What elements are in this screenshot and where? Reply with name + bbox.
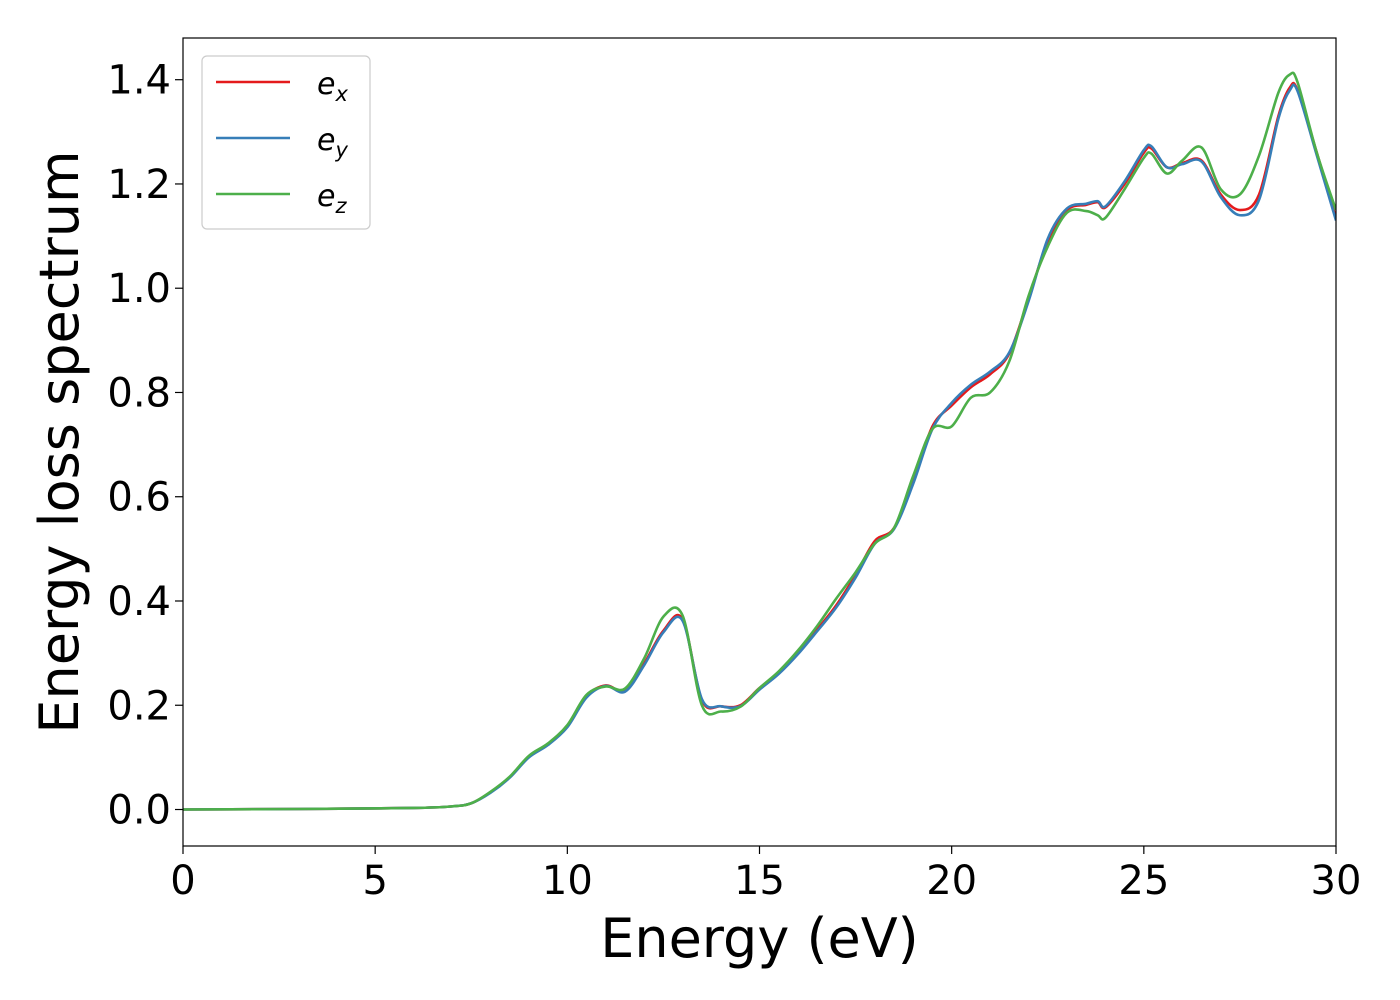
x-axis: 0 5 10 15 20 25 30 [170, 846, 1361, 904]
y-tick-label: 0.2 [107, 683, 171, 729]
x-tick-label: 0 [170, 858, 195, 904]
x-tick-label: 25 [1118, 858, 1169, 904]
y-tick-label: 1.2 [107, 162, 171, 208]
y-axis: 0.0 0.2 0.4 0.6 0.8 1.0 1.2 1.4 [107, 58, 183, 834]
legend-label-x: ex [317, 67, 348, 106]
x-tick-label: 20 [926, 858, 977, 904]
y-tick-label: 1.4 [107, 58, 171, 104]
x-tick-label: 30 [1311, 858, 1362, 904]
y-tick-label: 0.8 [107, 370, 171, 416]
y-tick-label: 0.4 [107, 579, 171, 625]
y-tick-label: 0.0 [107, 788, 171, 834]
y-axis-label: Energy loss spectrum [28, 150, 91, 733]
legend-label-z: ez [317, 179, 347, 218]
x-tick-label: 15 [734, 858, 785, 904]
legend: ex ey ez [201, 55, 371, 230]
legend-box [201, 55, 371, 230]
series-line-z [183, 71, 1336, 811]
legend-label-y: ey [317, 123, 348, 162]
x-tick-label: 5 [362, 858, 387, 904]
series-lines [183, 71, 1336, 811]
y-tick-label: 0.6 [107, 475, 171, 521]
x-tick-label: 10 [542, 858, 593, 904]
x-axis-label: Energy (eV) [600, 907, 919, 970]
y-tick-label: 1.0 [107, 266, 171, 312]
